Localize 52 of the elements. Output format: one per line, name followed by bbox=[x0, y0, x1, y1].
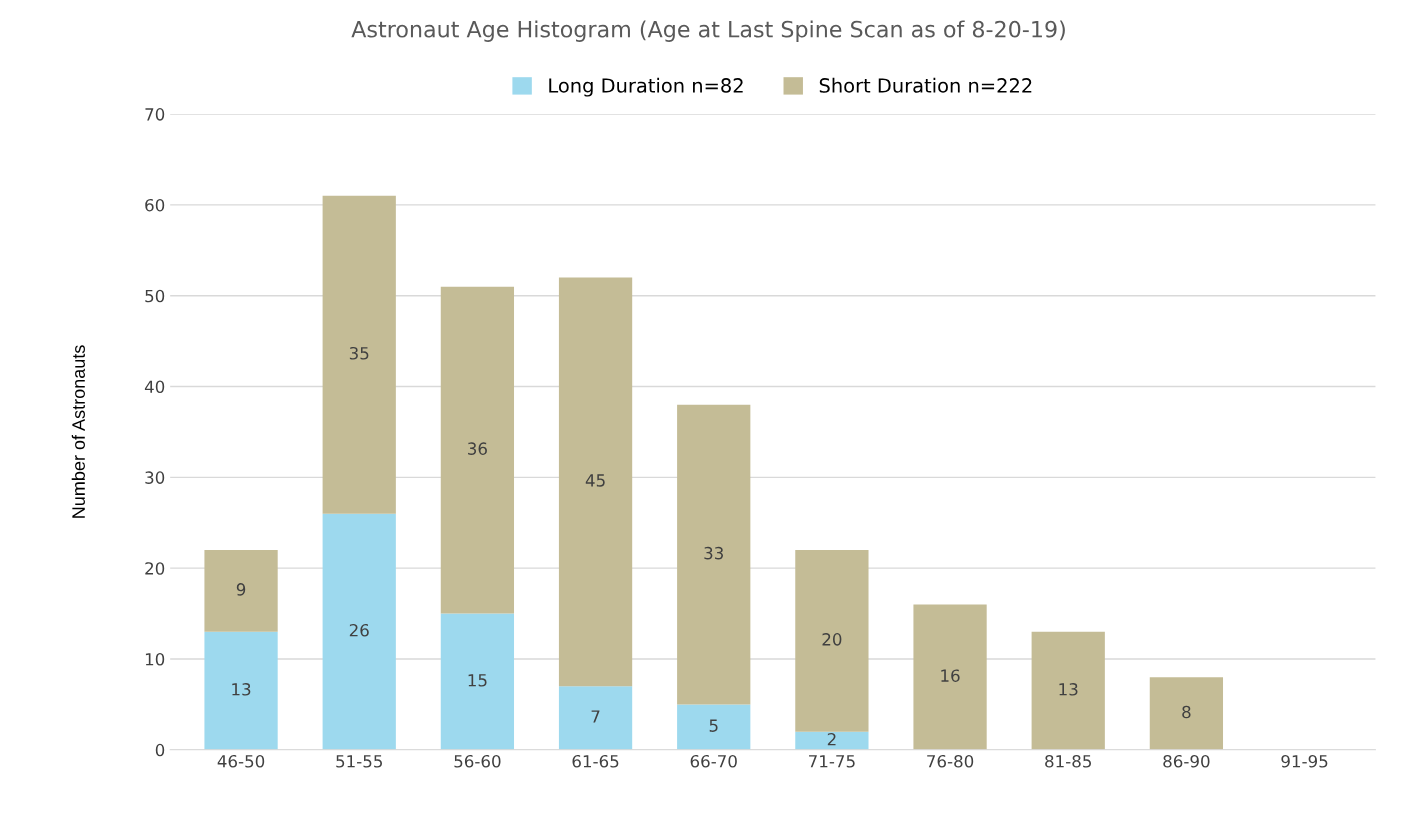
bar bbox=[204, 550, 278, 632]
x-tick-label: 46-50 bbox=[217, 754, 265, 768]
data-label: 2 bbox=[827, 732, 836, 746]
y-tick-label: 10 bbox=[145, 652, 165, 666]
data-label: 13 bbox=[232, 683, 251, 696]
data-label: 20 bbox=[822, 633, 842, 646]
legend-label: Long Duration n=82 bbox=[549, 77, 743, 97]
x-tick-label: 76-80 bbox=[927, 754, 974, 768]
data-label: 45 bbox=[585, 474, 605, 487]
bar bbox=[795, 550, 869, 732]
bar bbox=[440, 613, 515, 750]
y-tick-label: 40 bbox=[144, 380, 165, 394]
y-axis-title: Number of Astronauts bbox=[71, 345, 85, 518]
y-tick-label: 50 bbox=[145, 289, 165, 303]
x-tick-label: 66-70 bbox=[690, 754, 737, 768]
bar bbox=[677, 704, 751, 750]
legend-label: Short Duration n=222 bbox=[819, 77, 1032, 93]
bar bbox=[1149, 677, 1224, 750]
data-label: 26 bbox=[349, 623, 369, 637]
bar bbox=[322, 513, 396, 750]
bar bbox=[558, 277, 633, 687]
y-tick-label: 0 bbox=[155, 743, 165, 757]
x-tick-label: 51-55 bbox=[336, 755, 382, 768]
x-tick-label: 61-65 bbox=[572, 754, 619, 768]
data-label: 5 bbox=[709, 719, 718, 732]
y-tick-label: 20 bbox=[145, 562, 165, 575]
x-tick-label: 71-75 bbox=[809, 755, 855, 768]
data-label: 9 bbox=[236, 583, 246, 596]
data-label: 33 bbox=[704, 546, 723, 560]
data-label: 13 bbox=[1059, 683, 1078, 696]
y-tick-label: 30 bbox=[145, 471, 165, 484]
x-tick-label: 86-90 bbox=[1163, 754, 1210, 768]
y-tick-label: 70 bbox=[145, 108, 165, 121]
data-label: 36 bbox=[468, 442, 487, 455]
bar bbox=[913, 604, 987, 750]
bar bbox=[677, 404, 751, 705]
bar bbox=[795, 731, 869, 750]
bar bbox=[322, 195, 396, 514]
chart-title: Astronaut Age Histogram (Age at Last Spine Scan as of 8-20-19) bbox=[351, 20, 1065, 42]
data-label: 7 bbox=[591, 710, 600, 723]
data-label: 16 bbox=[941, 669, 960, 682]
data-label: 8 bbox=[1182, 705, 1191, 719]
x-tick-label: 91-95 bbox=[1281, 754, 1328, 768]
bar bbox=[440, 286, 515, 614]
data-label: 15 bbox=[468, 674, 487, 687]
data-label: 35 bbox=[349, 346, 369, 360]
bar bbox=[204, 631, 278, 750]
x-tick-label: 56-60 bbox=[454, 754, 501, 768]
x-tick-label: 81-85 bbox=[1045, 754, 1091, 768]
bar bbox=[558, 686, 633, 750]
y-tick-label: 60 bbox=[145, 198, 165, 212]
bar bbox=[1031, 631, 1105, 750]
